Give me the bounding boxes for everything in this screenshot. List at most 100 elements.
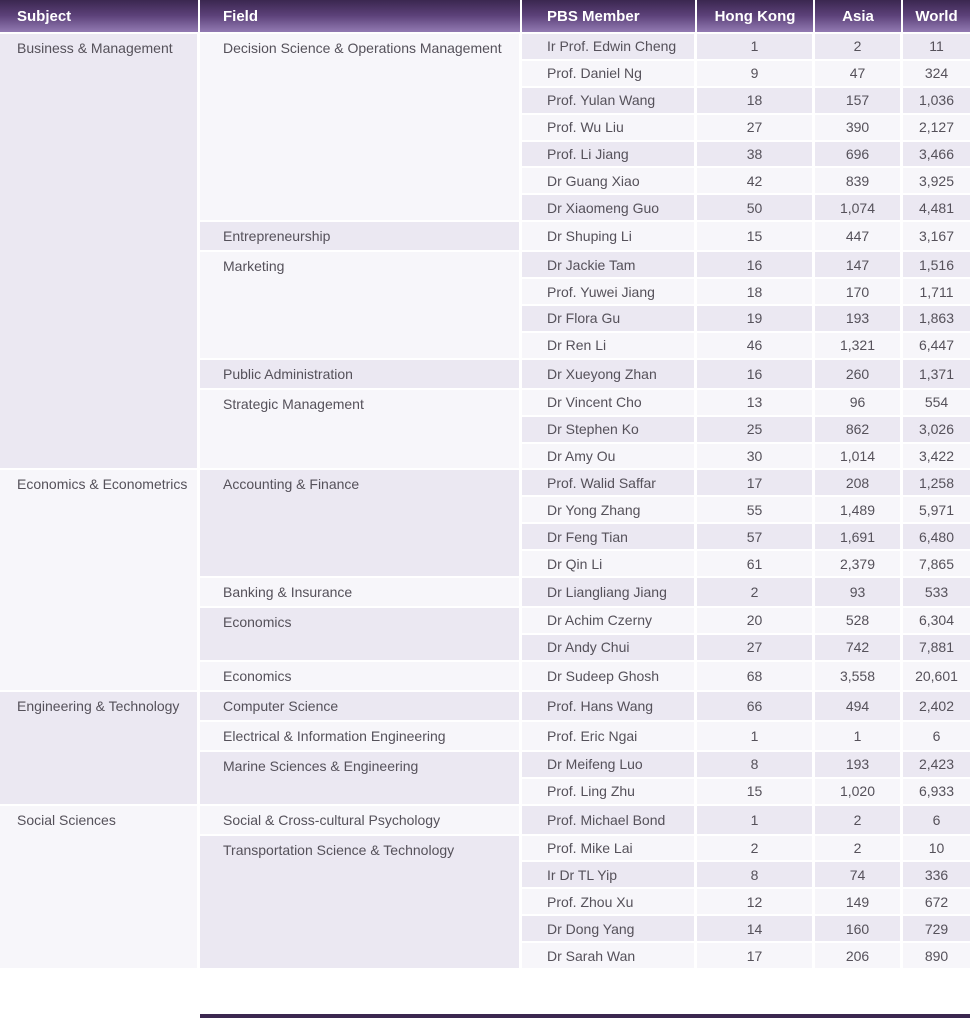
asia-cell: 193 xyxy=(815,751,903,779)
member-cell: Dr Achim Czerny xyxy=(522,608,697,635)
world-cell: 6 xyxy=(903,805,970,836)
table-row: Business & Management Decision Science & … xyxy=(0,34,970,471)
hong-kong-cell: 12 xyxy=(697,889,815,917)
hong-kong-cell: 1 xyxy=(697,34,815,61)
pbs-rankings-table: Subject Field PBS Member Hong Kong Asia … xyxy=(0,0,970,971)
hong-kong-cell: 8 xyxy=(697,751,815,779)
world-cell: 1,371 xyxy=(903,359,970,390)
asia-cell: 528 xyxy=(815,608,903,635)
world-cell: 6,933 xyxy=(903,778,970,806)
hong-kong-cell: 42 xyxy=(697,168,815,196)
member-cell: Prof. Zhou Xu xyxy=(522,889,697,917)
world-cell: 6,447 xyxy=(903,332,970,360)
table-row: Engineering & Technology Computer Science… xyxy=(0,691,970,806)
field-cell: Transportation Science & Technology xyxy=(200,835,522,971)
world-cell: 336 xyxy=(903,862,970,890)
hong-kong-cell: 2 xyxy=(697,835,815,863)
table-row: Economics Dr Achim Czerny 20 528 6,304 xyxy=(0,608,970,662)
asia-cell: 160 xyxy=(815,916,903,944)
world-cell: 1,516 xyxy=(903,252,970,280)
table-row: Dr Andy Chui 27 742 7,881 xyxy=(0,634,970,662)
column-header-asia[interactable]: Asia xyxy=(815,0,903,34)
field-cell: Computer Science xyxy=(200,691,522,722)
table-row: Electrical & Information Engineering Prof… xyxy=(0,721,970,752)
table-row: Dr Yong Zhang 55 1,489 5,971 xyxy=(0,497,970,525)
world-cell: 1,711 xyxy=(903,279,970,307)
asia-cell: 149 xyxy=(815,889,903,917)
member-cell: Prof. Li Jiang xyxy=(522,141,697,169)
hong-kong-cell: 16 xyxy=(697,252,815,280)
member-cell: Dr Andy Chui xyxy=(522,634,697,662)
asia-cell: 447 xyxy=(815,222,903,253)
asia-cell: 96 xyxy=(815,389,903,417)
hong-kong-cell: 50 xyxy=(697,195,815,223)
hong-kong-cell: 15 xyxy=(697,222,815,253)
table-row: Dr Sarah Wan 17 206 890 xyxy=(0,943,970,971)
subject-cell: Social Sciences xyxy=(0,805,200,971)
column-header-subject[interactable]: Subject xyxy=(0,0,200,34)
table-row: Social Sciences Social & Cross-cultural P… xyxy=(0,805,970,971)
member-cell: Ir Dr TL Yip xyxy=(522,862,697,890)
member-cell: Dr Xiaomeng Guo xyxy=(522,195,697,223)
member-cell: Prof. Ling Zhu xyxy=(522,778,697,806)
world-cell: 324 xyxy=(903,60,970,88)
member-cell: Dr Feng Tian xyxy=(522,524,697,552)
hong-kong-cell: 15 xyxy=(697,778,815,806)
subject-cell: Engineering & Technology xyxy=(0,691,200,806)
asia-cell: 157 xyxy=(815,87,903,115)
member-cell: Prof. Yuwei Jiang xyxy=(522,279,697,307)
table-row: Dr Qin Li 61 2,379 7,865 xyxy=(0,551,970,579)
member-cell: Prof. Daniel Ng xyxy=(522,60,697,88)
column-header-world[interactable]: World xyxy=(903,0,970,34)
world-cell: 2,127 xyxy=(903,114,970,142)
asia-cell: 2 xyxy=(815,34,903,61)
world-cell: 1,863 xyxy=(903,306,970,333)
world-cell: 7,865 xyxy=(903,551,970,579)
hong-kong-cell: 18 xyxy=(697,87,815,115)
world-cell: 533 xyxy=(903,578,970,609)
field-cell: Social & Cross-cultural Psychology xyxy=(200,805,522,836)
asia-cell: 1,074 xyxy=(815,195,903,223)
hong-kong-cell: 57 xyxy=(697,524,815,552)
member-cell: Ir Prof. Edwin Cheng xyxy=(522,34,697,61)
hong-kong-cell: 27 xyxy=(697,634,815,662)
asia-cell: 1 xyxy=(815,721,903,752)
column-header-field[interactable]: Field xyxy=(200,0,522,34)
hong-kong-cell: 68 xyxy=(697,661,815,692)
asia-cell: 3,558 xyxy=(815,661,903,692)
asia-cell: 1,020 xyxy=(815,778,903,806)
world-cell: 890 xyxy=(903,943,970,971)
hong-kong-cell: 16 xyxy=(697,359,815,390)
asia-cell: 170 xyxy=(815,279,903,307)
hong-kong-cell: 66 xyxy=(697,691,815,722)
world-cell: 2,402 xyxy=(903,691,970,722)
hong-kong-cell: 1 xyxy=(697,721,815,752)
member-cell: Dr Xueyong Zhan xyxy=(522,359,697,390)
hong-kong-cell: 38 xyxy=(697,141,815,169)
field-cell: Economics xyxy=(200,661,522,692)
world-cell: 3,422 xyxy=(903,443,970,471)
table-row: Marine Sciences & Engineering Dr Meifeng … xyxy=(0,751,970,806)
asia-cell: 193 xyxy=(815,306,903,333)
hong-kong-cell: 61 xyxy=(697,551,815,579)
asia-cell: 260 xyxy=(815,359,903,390)
world-cell: 6,304 xyxy=(903,608,970,635)
column-header-pbs-member[interactable]: PBS Member xyxy=(522,0,697,34)
world-cell: 3,925 xyxy=(903,168,970,196)
table-header-row: Subject Field PBS Member Hong Kong Asia … xyxy=(0,0,970,34)
table-row: Prof. Ling Zhu 15 1,020 6,933 xyxy=(0,778,970,806)
table-row: Prof. Wu Liu 27 390 2,127 xyxy=(0,114,970,142)
hong-kong-cell: 30 xyxy=(697,443,815,471)
hong-kong-cell: 8 xyxy=(697,862,815,890)
world-cell: 20,601 xyxy=(903,661,970,692)
world-cell: 7,881 xyxy=(903,634,970,662)
table-row: Prof. Yuwei Jiang 18 170 1,711 xyxy=(0,279,970,307)
subject-cell: Economics & Econometrics xyxy=(0,470,200,692)
field-cell: Decision Science & Operations Management xyxy=(200,34,522,223)
world-cell: 554 xyxy=(903,389,970,417)
table-row: Prof. Yulan Wang 18 157 1,036 xyxy=(0,87,970,115)
table-row: Prof. Li Jiang 38 696 3,466 xyxy=(0,141,970,169)
world-cell: 672 xyxy=(903,889,970,917)
column-header-hong-kong[interactable]: Hong Kong xyxy=(697,0,815,34)
asia-cell: 742 xyxy=(815,634,903,662)
